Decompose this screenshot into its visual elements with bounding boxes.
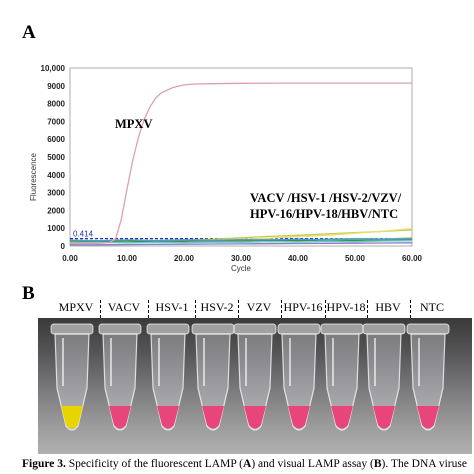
x-tick-label: 10.00 — [117, 254, 138, 263]
tube-cap — [362, 323, 406, 335]
tube — [406, 323, 450, 431]
tube-label: HPV-16 — [283, 300, 323, 314]
tube-liquid — [109, 406, 131, 429]
series-line — [69, 238, 413, 242]
label-separator — [410, 300, 411, 318]
tube-cap — [50, 323, 94, 335]
caption-end: ). The DNA viruse — [381, 458, 467, 470]
tube-liquid — [331, 406, 353, 429]
panel-b-label: B — [22, 283, 35, 304]
x-tick-label: 20.00 — [174, 254, 195, 263]
tube-label: NTC — [420, 300, 444, 314]
tube-liquid — [61, 406, 83, 429]
y-tick-label: 2000 — [47, 206, 65, 215]
series-line — [69, 240, 413, 244]
x-tick-label: 60.00 — [402, 254, 423, 263]
plot-area — [69, 67, 413, 247]
caption-text: Specificity of the fluorescent LAMP ( — [65, 458, 244, 470]
chart-labels: 0.00 10.00 20.00 30.00 40.00 50.00 60.00 0 1000 2… — [29, 64, 423, 273]
series-line — [69, 239, 413, 243]
label-separator — [367, 300, 368, 318]
label-separator — [195, 300, 196, 318]
label-separator — [281, 300, 282, 318]
tube-cap — [98, 323, 142, 335]
y-axis-title: Fluorescence — [29, 152, 38, 201]
series-line — [69, 242, 413, 246]
caption-ref-a: A — [243, 458, 252, 470]
tube-label: HSV-1 — [155, 300, 189, 314]
caption-ref-b: B — [373, 458, 382, 470]
tube-cap — [406, 323, 450, 335]
caption-figure-number: Figure 3. — [22, 458, 66, 470]
x-tick-label: 50.00 — [345, 254, 366, 263]
tube-cap — [233, 323, 277, 335]
chart-series — [69, 82, 413, 246]
annotation-others-line1: VACV /HSV-1 /HSV-2/VZV/ — [250, 191, 402, 205]
y-tick-label: 8000 — [47, 100, 65, 109]
tube-cap — [320, 323, 364, 335]
tube — [146, 323, 190, 431]
series-line — [70, 82, 412, 244]
annotation-mpxv: MPXV — [115, 117, 153, 131]
tube-liquid — [202, 406, 224, 429]
fluorescence-chart: 0.414 0.00 10.00 20.00 30.00 40.00 50.00 60.00… — [29, 64, 423, 273]
tube — [98, 323, 142, 431]
tube — [191, 323, 235, 431]
tube-label-row: MPXV VACV HSV-1 HSV-2 VZV HPV-16 HPV-18 HBV NTC — [40, 300, 472, 318]
y-tick-label: 4000 — [47, 171, 65, 180]
y-tick-label: 0 — [61, 242, 66, 251]
tube — [233, 323, 277, 431]
y-tick-label: 3000 — [47, 189, 65, 198]
tube — [320, 323, 364, 431]
x-tick-label: 40.00 — [288, 254, 309, 263]
tube-label: VACV — [107, 300, 141, 314]
tube — [50, 323, 94, 431]
x-axis-title: Cycle — [231, 264, 252, 273]
tube-liquid — [417, 406, 439, 429]
y-tick-label: 5000 — [47, 153, 65, 162]
x-tick-label: 30.00 — [231, 254, 252, 263]
tube-liquid — [373, 406, 395, 429]
label-separator — [325, 300, 326, 318]
tube-cap — [191, 323, 235, 335]
tube-label: MPXV — [58, 300, 94, 314]
y-tick-label: 10,000 — [41, 64, 66, 73]
threshold-label: 0.414 — [73, 230, 94, 239]
figure-caption: Figure 3. Specificity of the fluorescent… — [22, 458, 467, 470]
y-tick-label: 6000 — [47, 135, 65, 144]
chart-axes — [69, 67, 413, 247]
tube-label: HSV-2 — [200, 300, 234, 314]
label-separator — [238, 300, 239, 318]
tube-liquid — [244, 406, 266, 429]
panel-a-label: A — [22, 22, 36, 43]
tube-cap — [277, 323, 321, 335]
tube-liquid — [288, 406, 310, 429]
x-tick-label: 0.00 — [62, 254, 78, 263]
tube-liquid — [157, 406, 179, 429]
caption-mid: ) and visual LAMP assay ( — [251, 458, 374, 470]
tube-label: HPV-18 — [326, 300, 366, 314]
y-tick-label: 7000 — [47, 117, 65, 126]
y-tick-label: 1000 — [47, 224, 65, 233]
label-separator — [100, 300, 101, 318]
tube-photo — [38, 318, 472, 454]
tube-label: HBV — [375, 300, 401, 314]
tube — [277, 323, 321, 431]
tube-cap — [146, 323, 190, 335]
tube-label: VZV — [246, 300, 272, 314]
label-separator — [148, 300, 149, 318]
y-tick-label: 9000 — [47, 82, 65, 91]
annotation-others-line2: HPV-16/HPV-18/HBV/NTC — [250, 207, 398, 221]
tube — [362, 323, 406, 431]
